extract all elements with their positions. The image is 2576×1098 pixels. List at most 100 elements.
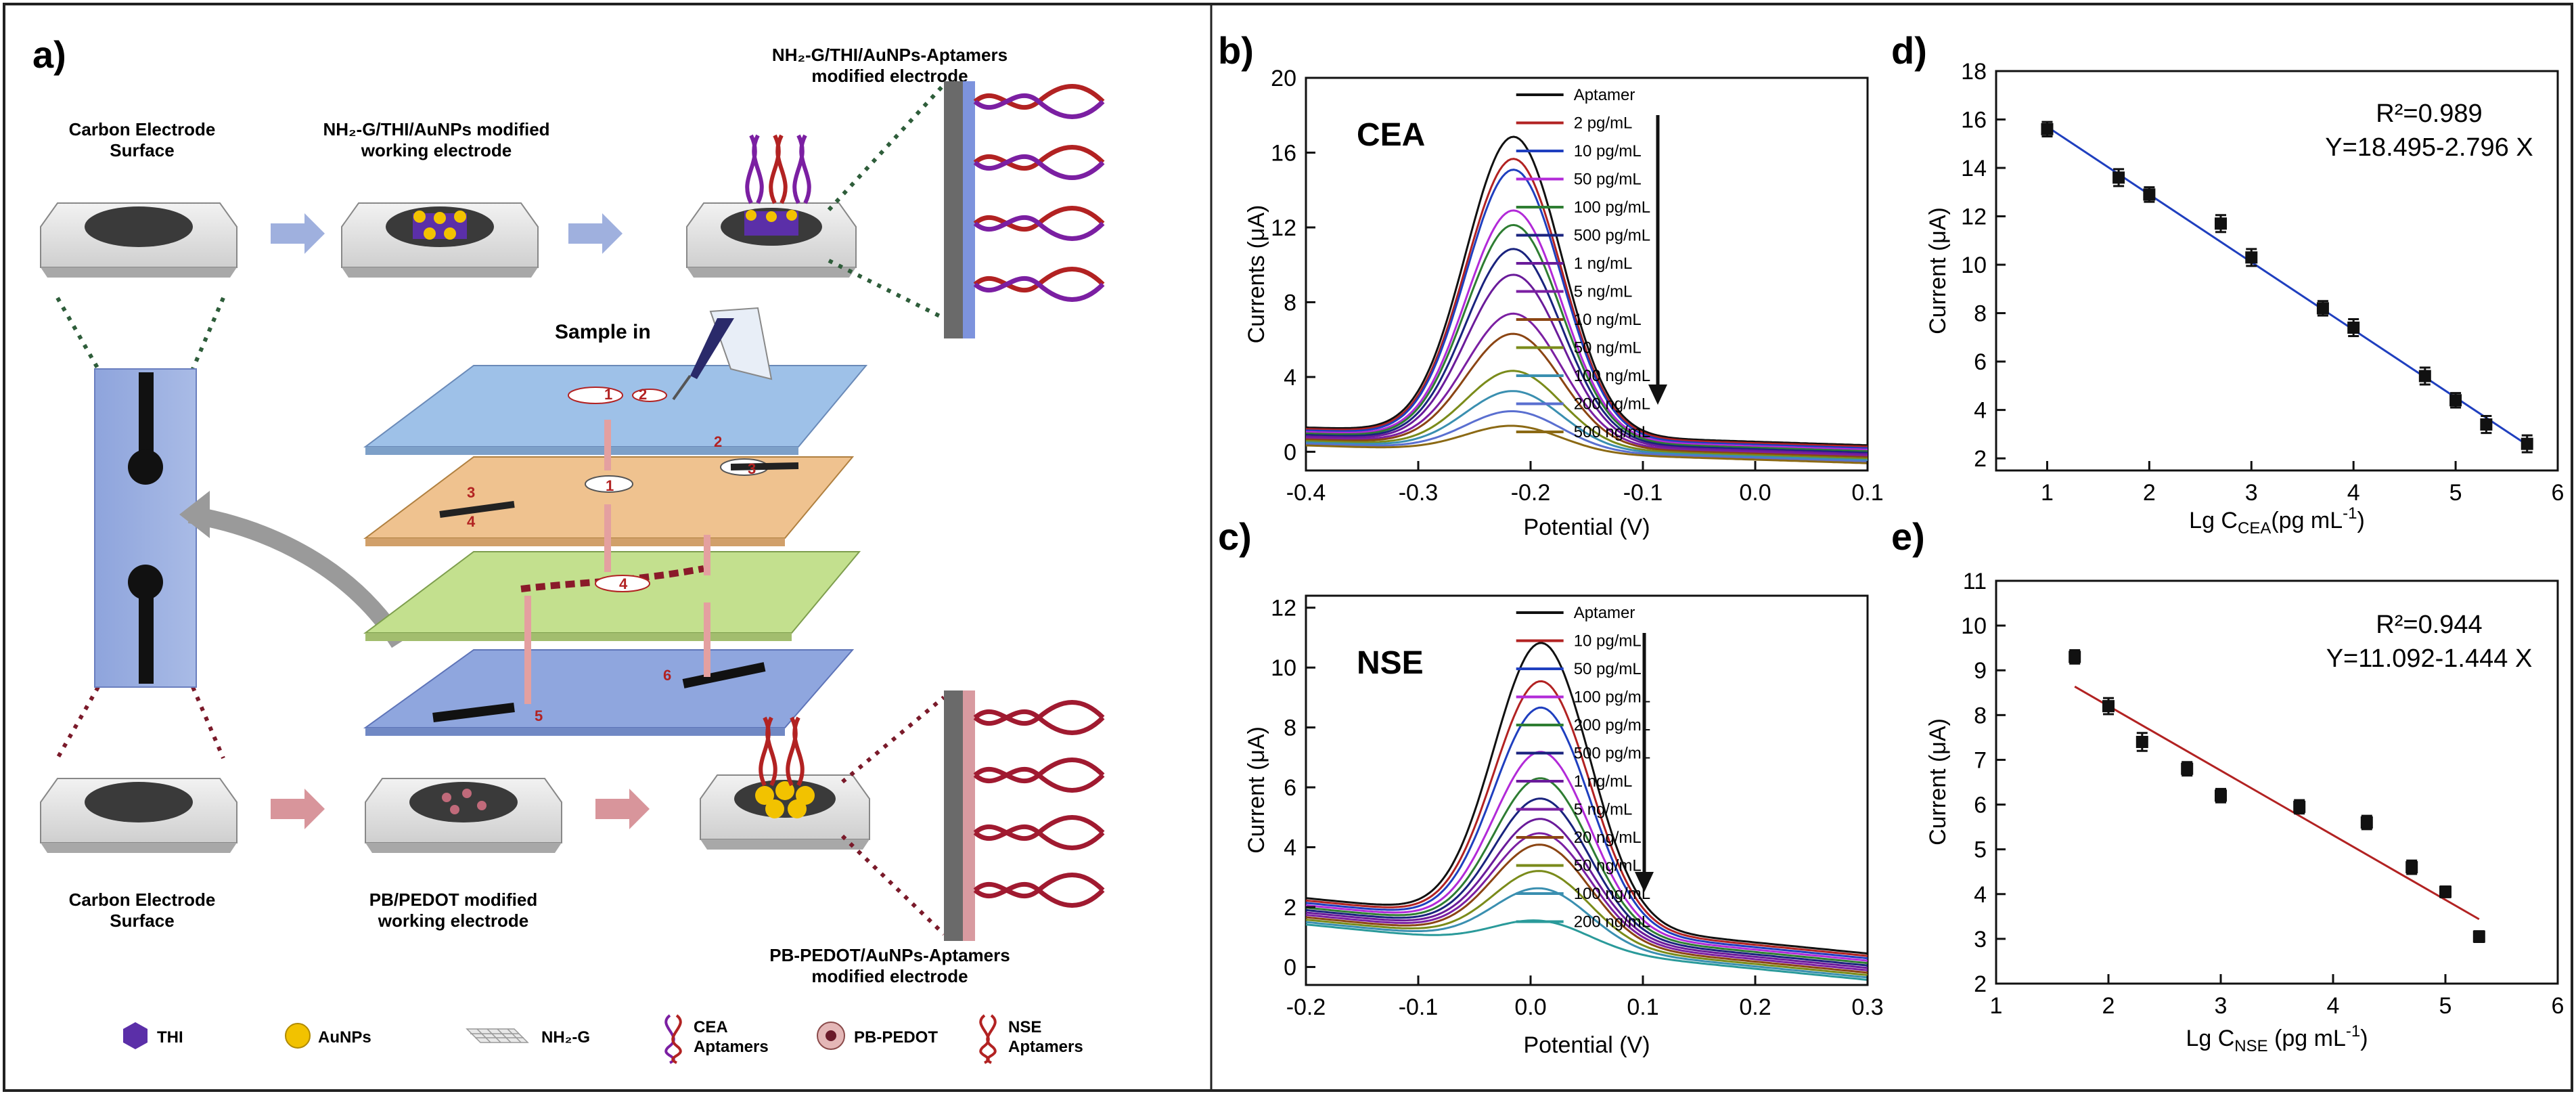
x-tick-label: 0.0 [1739,480,1771,506]
y-tick-label: 6 [1974,349,1987,375]
legend-entry: 100 pg/mL [1574,198,1650,217]
x-tick-label: 4 [2347,480,2360,506]
pb-pedot-electrode-bottom [365,778,562,853]
x-axis-label-d-sub: CEA [2238,519,2271,537]
legend-entry: 10 pg/mL [1574,632,1642,651]
data-point [2347,322,2360,334]
caption-top-modified-electrode: NH₂-G/THI/AuNPs modified working electrod… [323,119,549,160]
legend-entry: 50 pg/mL [1574,171,1642,189]
dpv-curve [1305,680,1868,957]
y-tick-label: 20 [1271,66,1296,91]
legend-entry: 200 pg/mL [1574,716,1650,734]
data-point [2069,651,2081,663]
x-tick-label: 5 [2439,993,2452,1019]
decrease-arrowhead-b [1648,385,1667,405]
analyte-label-cea: CEA [1357,117,1425,153]
data-point [2449,394,2462,407]
y-tick-label: 8 [1974,703,1987,728]
x-tick-label: 0.0 [1514,994,1546,1020]
arrow-bottom-2 [595,789,650,829]
legend-label-nse-aptamers: NSE Aptamers [1008,1018,1083,1056]
y-tick-label: 4 [1284,365,1296,391]
legend-entry: 20 ng/mL [1574,829,1642,847]
assembly-arrow [187,506,407,648]
legend-label-pb-pedot: PB-PEDOT [854,1028,938,1047]
y-tick-label: 14 [1961,156,1987,181]
legend-c: Aptamer 10 pg/mL 50 pg/mL 100 pg/mL 200 pg/m… [1516,604,1650,931]
x-axis-label-d-main: Lg C [2189,508,2238,533]
dpv-curve [1305,169,1868,449]
y-tick-label: 8 [1974,301,1987,327]
x-axis-label-e-unit: (pg mL [2268,1026,2346,1051]
data-point [2480,418,2493,431]
legend-label-aunps: AuNPs [318,1028,371,1047]
chart-nse-dpv: -0.2 -0.1 0.0 0.1 0.2 0.3 0 2 4 6 8 10 12 NSE Aptame… [1244,594,1884,1058]
y-tick-label: 2 [1974,446,1987,472]
y-tick-label: 0 [1284,954,1296,980]
y-tick-label: 12 [1271,215,1296,241]
caption-bottom-aptamer-electrode: PB-PEDOT/AuNPs-Aptamers modified electrod… [769,945,1010,986]
data-point [2215,789,2227,802]
legend-label-cea-aptamers: CEA Aptamers [694,1018,769,1056]
x-tick-label: 2 [2102,993,2115,1019]
legend-entry: 5 ng/mL [1574,801,1633,819]
y-tick-label: 10 [1961,252,1987,278]
r-squared-d: R²=0.989 [2376,100,2482,128]
data-point [2143,188,2156,201]
panel-label-c: c) [1218,515,1252,558]
x-axis-label-e: Lg CNSE (pg mL-1) [2186,1022,2368,1055]
data-point [2112,171,2125,184]
x-axis-label-e-main: Lg C [2186,1026,2234,1051]
layer-number: 3 [467,484,475,501]
layer-number: 6 [663,667,671,684]
legend-entry: 500 pg/mL [1574,745,1650,763]
panel-label-e: e) [1891,515,1925,558]
legend-entry: 50 pg/mL [1574,660,1642,678]
x-axis-label-d: Lg CCEA(pg mL-1) [2189,504,2365,537]
y-tick-label: 4 [1284,835,1296,861]
x-tick-label: 3 [2215,993,2228,1019]
y-tick-label: 11 [1963,569,1987,594]
nh2g-icon [466,1028,529,1043]
curves-c [1305,642,1868,981]
dpv-curve [1305,777,1868,965]
legend-entry: Aptamer [1574,86,1635,104]
dpv-curve [1305,919,1868,981]
y-tick-label: 6 [1284,775,1296,801]
dpv-curve [1305,751,1868,962]
y-axis-label-d: Current (μA) [1925,207,1951,334]
fabrication-schematic: Carbon Electrode Surface NH₂-G/THI/AuNPs … [40,45,1105,1064]
layer-number: 4 [619,575,628,592]
thi-icon [123,1022,148,1049]
layer-number: 3 [748,460,756,477]
x-axis-label-e-end: ) [2360,1026,2368,1051]
assembly-arrowhead [179,491,210,538]
x-tick-label: 5 [2449,480,2462,506]
data-point [2136,736,2148,748]
legend-entry: 500 pg/mL [1574,227,1650,245]
fit-equation-e: Y=11.092-1.444 X [2326,644,2533,673]
plot-frame-c [1305,594,1869,986]
aptamer-zoom-top [827,81,1105,338]
y-axis-label-c: Current (μA) [1244,726,1269,854]
data-point [2041,123,2054,135]
y-tick-label: 18 [1961,59,1987,85]
legend-entry: 1 ng/mL [1574,772,1633,791]
panel-label-b: b) [1218,29,1254,72]
y-tick-label: 3 [1974,927,1987,952]
curves-b [1305,135,1868,464]
dpv-curve [1305,410,1868,463]
data-point [2215,217,2227,230]
x-axis-label-e-sup: -1 [2346,1022,2360,1040]
y-tick-label: 10 [1271,655,1296,681]
data-point [2405,861,2418,874]
x-tick-label: 1 [2041,480,2054,506]
legend-entry: 200 ng/mL [1574,913,1650,931]
dpv-curve [1305,370,1868,460]
y-tick-label: 2 [1974,971,1987,997]
r-squared-e: R²=0.944 [2376,611,2482,639]
layer-number: 4 [467,513,476,530]
